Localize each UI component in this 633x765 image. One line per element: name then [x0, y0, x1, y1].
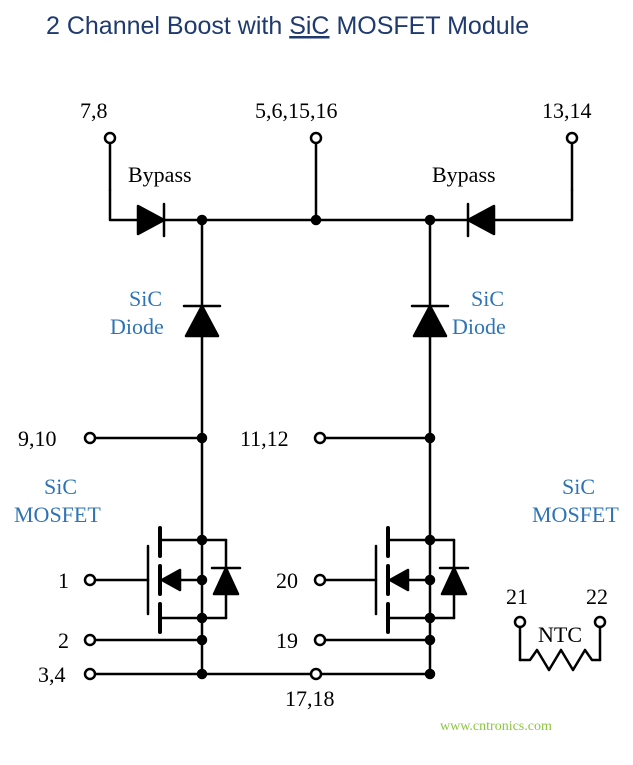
pin-13-14: 13,14: [542, 98, 592, 123]
watermark: www.cntronics.com: [440, 719, 552, 734]
circuit-diagram: 2 Channel Boost with SiC MOSFET Module: [0, 0, 633, 765]
label-sic-mosfet-left-l2: MOSFET: [14, 502, 101, 527]
label-sic-diode-left-l1: SiC: [129, 286, 162, 311]
pin-2: 2: [58, 628, 69, 653]
bypass-diode-right: [468, 204, 494, 236]
mosfet-left: [85, 528, 240, 632]
pin-3-4: 3,4: [38, 662, 66, 687]
pin-5-6-15-16: 5,6,15,16: [255, 98, 338, 123]
title-post: MOSFET Module: [330, 12, 530, 40]
pin-7-8: 7,8: [80, 98, 108, 123]
pin-19: 19: [276, 628, 298, 653]
bypass-diode-left: [138, 204, 164, 236]
label-sic-mosfet-left-l1: SiC: [44, 474, 77, 499]
sic-diode-left: [184, 306, 220, 336]
pin-1: 1: [58, 568, 69, 593]
pin-22: 22: [586, 584, 608, 609]
label-bypass-left: Bypass: [128, 162, 192, 187]
pin-17-18: 17,18: [285, 686, 335, 711]
title-pre: 2 Channel Boost with: [46, 12, 289, 40]
label-sic-mosfet-right-l2: MOSFET: [532, 502, 619, 527]
title: 2 Channel Boost with SiC MOSFET Module: [46, 12, 529, 40]
pin-21: 21: [506, 584, 528, 609]
pin-11-12: 11,12: [240, 426, 289, 451]
label-ntc: NTC: [538, 622, 582, 647]
sic-diode-right: [412, 306, 448, 336]
label-sic-diode-left-l2: Diode: [110, 314, 164, 339]
pin-20: 20: [276, 568, 298, 593]
label-sic-mosfet-right-l1: SiC: [562, 474, 595, 499]
label-sic-diode-right-l2: Diode: [452, 314, 506, 339]
pin-9-10: 9,10: [18, 426, 57, 451]
label-sic-diode-right-l1: SiC: [471, 286, 504, 311]
mosfet-right: [315, 528, 468, 632]
label-bypass-right: Bypass: [432, 162, 496, 187]
title-underlined: SiC: [289, 12, 329, 40]
